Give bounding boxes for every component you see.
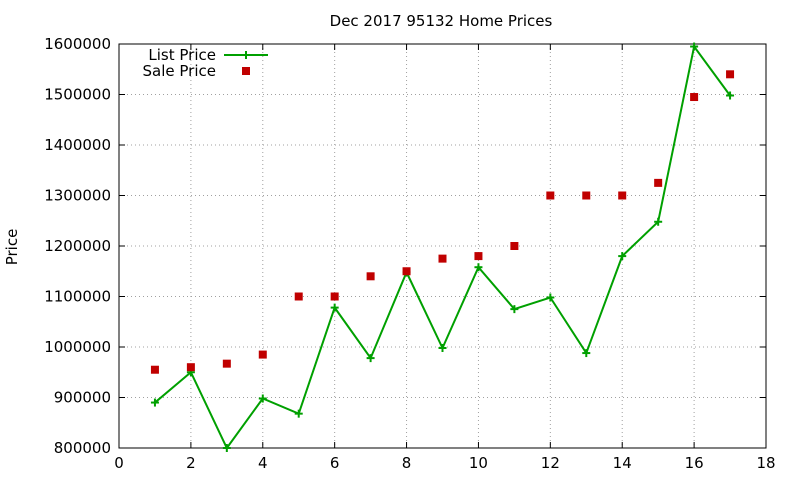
legend-marker-sale-price [242,67,250,75]
x-tick-label: 4 [258,454,268,472]
x-tick-label: 8 [402,454,412,472]
legend: List Price Sale Price [143,46,268,80]
y-tick-label: 1300000 [44,187,111,205]
sale-price-point [618,191,627,200]
sale-price-point [150,365,159,374]
x-tick-label: 16 [685,454,704,472]
legend-label-list-price: List Price [148,46,216,64]
sale-price-point [510,242,519,250]
plot-frame [118,43,767,449]
sale-price-point [294,292,303,301]
x-tick-label: 0 [114,454,124,472]
y-tick-label: 1200000 [44,237,111,255]
x-tick-label: 6 [330,454,340,472]
list-price-point [366,354,375,363]
list-price-point [582,349,591,358]
y-tick-label: 1400000 [44,136,111,154]
sale-price-point [690,93,699,102]
list-price-point [258,394,267,403]
sale-price-point [402,267,411,276]
sale-price-point [582,191,591,200]
axes: 0 2 4 6 8 10 12 14 16 18 800000 900000 1000000 110000… [44,35,775,472]
x-tick-label: 18 [756,454,775,472]
list-price-point [294,409,303,418]
sale-price-point [330,292,339,301]
x-tick-label: 2 [186,454,196,472]
list-price-point [222,444,231,452]
legend-sample-list-price [224,51,268,59]
sale-price-point [546,191,555,200]
y-tick-label: 1000000 [44,338,111,356]
series-layer [150,42,735,452]
y-tick-label: 1100000 [44,288,111,306]
x-tick-label: 12 [541,454,560,472]
list-price-point [618,252,627,261]
chart-title: Dec 2017 95132 Home Prices [330,12,553,30]
list-price-line [154,44,731,450]
list-price-point [474,263,483,272]
sale-price-point [438,254,447,263]
x-tick-label: 14 [613,454,632,472]
sale-price-point [474,252,483,261]
list-price-point [330,303,339,312]
list-price-point [438,344,447,353]
x-tick-label: 10 [469,454,488,472]
list-price-point [510,305,519,314]
legend-marker-list-price [242,51,250,59]
list-price-point [690,42,699,51]
sale-price-point [186,363,195,372]
legend-sample-sale-price [242,67,250,75]
legend-label-sale-price: Sale Price [143,62,216,80]
y-tick-label: 1500000 [44,86,111,104]
y-tick-label: 900000 [54,389,111,407]
sale-price-point [726,70,735,79]
y-axis-label: Price [3,229,21,266]
sale-price-point [258,350,267,359]
sale-price-point [222,359,231,368]
list-price-point [150,398,159,407]
list-price-point [726,91,735,100]
y-tick-label: 800000 [54,439,111,457]
list-price-point [546,293,555,302]
sale-price-point [654,178,663,187]
sale-price-point [366,272,375,281]
y-tick-label: 1600000 [44,35,111,53]
list-price-point [654,217,663,226]
grid [119,44,766,448]
